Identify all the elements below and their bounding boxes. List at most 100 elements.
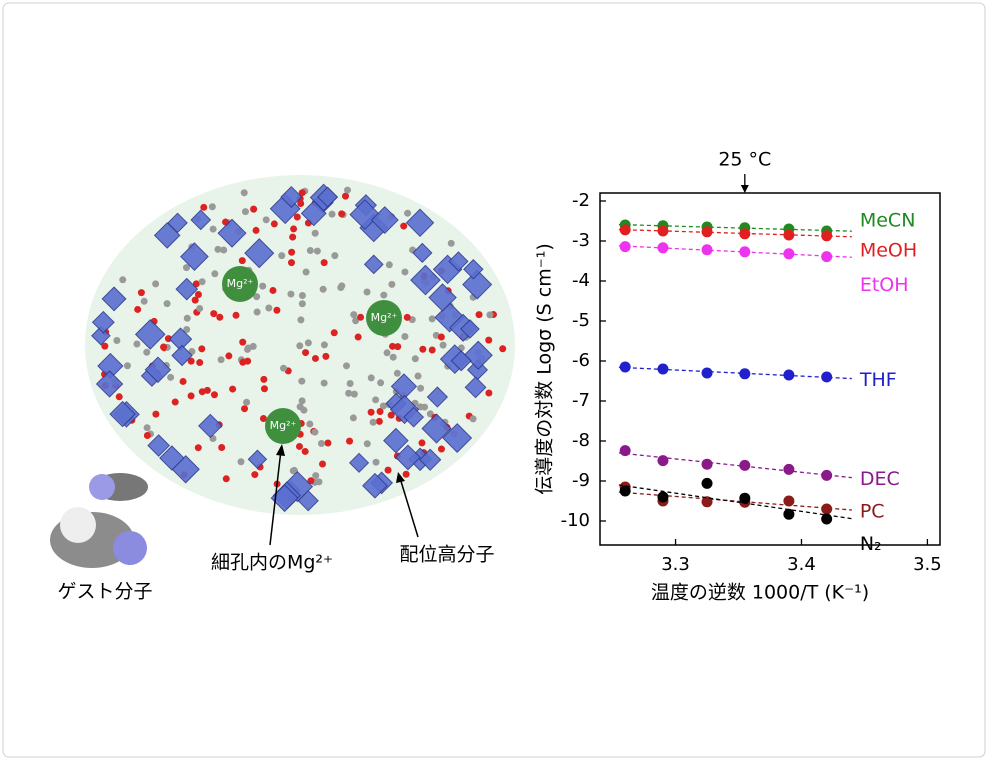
atom [383, 349, 391, 357]
y-tick-label: -8 [572, 430, 590, 451]
polyhedron [426, 386, 449, 408]
polyhedron [144, 356, 172, 384]
data-point [619, 361, 631, 373]
atom [419, 345, 427, 353]
atom [469, 415, 477, 423]
atom [113, 336, 121, 344]
atom [297, 316, 305, 324]
atom [343, 362, 351, 370]
atom [437, 333, 445, 341]
polyhedron [395, 444, 421, 471]
atom [363, 440, 371, 448]
atom [143, 424, 151, 432]
data-point [701, 477, 713, 489]
polyhedron [363, 254, 384, 275]
atom [196, 359, 204, 367]
atom [296, 342, 304, 350]
atom [250, 205, 258, 213]
atom [298, 377, 306, 385]
atom [262, 216, 270, 224]
y-axis-label: 伝導度の対数 Logσ (S cm⁻¹) [534, 243, 556, 495]
polyhedron [95, 370, 124, 398]
atom [342, 192, 350, 200]
atom [414, 372, 422, 380]
atom [346, 437, 354, 445]
atom [163, 300, 171, 308]
atom [338, 210, 346, 218]
data-point [821, 251, 833, 263]
atom [288, 259, 296, 267]
atom [244, 357, 252, 365]
polyhedron [109, 400, 136, 428]
atom [345, 389, 353, 397]
atom [171, 398, 179, 406]
atom [179, 377, 187, 385]
atom [253, 293, 261, 301]
atom [115, 393, 123, 401]
polyhedron [198, 413, 223, 439]
ion-label: Mg²⁺ [227, 277, 254, 290]
atom [428, 346, 436, 354]
atom [253, 308, 261, 316]
polyhedron [153, 222, 181, 249]
atom [167, 373, 175, 381]
legend-label: THF [859, 369, 897, 391]
polyhedron [167, 212, 188, 234]
y-tick-label: -9 [572, 470, 590, 491]
atom [298, 300, 306, 308]
pointer [269, 449, 282, 546]
data-point [783, 508, 795, 520]
atom [240, 189, 248, 197]
atom [243, 398, 251, 406]
atom [182, 264, 190, 272]
data-point [783, 248, 795, 260]
atom [376, 408, 384, 416]
atom [324, 439, 332, 447]
polyhedron [419, 448, 442, 471]
illustration [85, 175, 515, 515]
atom [183, 314, 191, 322]
data-point [739, 459, 751, 471]
atom [379, 402, 387, 410]
atom [210, 310, 218, 318]
data-point [739, 368, 751, 380]
polyhedron [190, 209, 212, 231]
polyhedron [159, 445, 185, 471]
atom [485, 336, 493, 344]
y-tick-label: -4 [572, 270, 590, 291]
data-point [619, 485, 631, 497]
atom [210, 391, 218, 399]
data-point [701, 244, 713, 256]
atom [311, 428, 319, 436]
atom [404, 209, 412, 217]
polyhedron [434, 302, 465, 333]
ion [265, 408, 301, 444]
polyhedron [405, 208, 435, 238]
legend-label: MeOH [860, 239, 917, 261]
polyhedron [389, 394, 420, 425]
data-point [821, 469, 833, 481]
atom [252, 226, 260, 234]
atom [119, 276, 127, 284]
polyhedron [147, 434, 170, 457]
atom [298, 397, 306, 405]
atom [428, 315, 436, 323]
atom [251, 471, 259, 479]
atom [211, 270, 219, 278]
atom [394, 343, 402, 351]
polymer-label: 配位高分子 [399, 544, 494, 566]
atom [369, 418, 377, 426]
data-point [619, 241, 631, 253]
y-tick-label: -6 [572, 350, 590, 371]
atom [331, 252, 339, 260]
atom [160, 343, 168, 351]
polyhedron [412, 242, 433, 263]
atom [354, 333, 362, 341]
atom [113, 531, 147, 565]
arrow-head [396, 472, 405, 483]
annotation: 25 °C [718, 149, 771, 171]
atom [302, 349, 310, 357]
data-point [821, 503, 833, 515]
atom [439, 341, 447, 349]
